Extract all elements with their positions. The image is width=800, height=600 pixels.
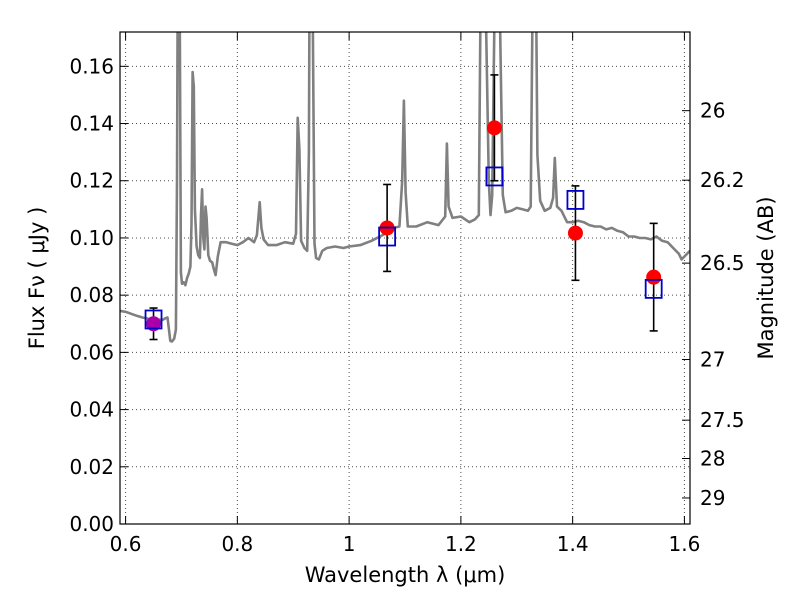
magnitude-tick-label: 27 <box>700 348 725 372</box>
y-tick-label: 0.16 <box>69 54 114 78</box>
x-tick-label: 1 <box>343 532 356 556</box>
x-tick-label: 1.4 <box>557 532 589 556</box>
magnitude-tick-label: 28 <box>700 446 725 470</box>
observed-flux-point <box>646 269 662 285</box>
y-tick-label: 0.10 <box>69 226 114 250</box>
x-axis-label: Wavelength λ (μm) <box>305 563 506 587</box>
y-tick-label: 0.12 <box>69 169 114 193</box>
model-flux-square <box>644 278 663 299</box>
y-tick-label: 0.02 <box>69 455 114 479</box>
observed-flux-point <box>146 316 162 332</box>
model-flux-square <box>485 166 504 187</box>
y-tick-label: 0.08 <box>69 283 114 307</box>
observed-flux-point <box>567 225 583 241</box>
x-tick-label: 0.6 <box>110 532 142 556</box>
model-flux-square <box>566 190 585 210</box>
model-flux-square <box>378 226 397 247</box>
y-tick-label: 0.00 <box>69 512 114 536</box>
observed-flux-point <box>486 120 502 136</box>
axis-ticks: 0.6 0.8 1 1.2 1.4 1.6 0.00 0.02 0.04 0.06 0.08 0.10… <box>69 32 745 556</box>
magnitude-tick-label: 29 <box>700 486 725 510</box>
spectrum-layer <box>120 32 690 343</box>
y-axis-label: Flux Fν ( μJy ) <box>25 207 49 350</box>
magnitude-tick-label: 27.5 <box>700 408 745 432</box>
y-tick-label: 0.04 <box>69 398 114 422</box>
plot-frame <box>119 31 691 525</box>
magnitude-tick-label: 26.2 <box>700 168 745 192</box>
x-tick-label: 0.8 <box>221 532 253 556</box>
x-tick-label: 1.2 <box>445 532 477 556</box>
y-tick-label: 0.14 <box>69 112 114 136</box>
magnitude-tick-label: 26 <box>700 99 725 123</box>
magnitude-tick-label: 26.5 <box>700 251 745 275</box>
model-spectrum-line <box>120 32 690 343</box>
model-flux-square <box>144 309 163 330</box>
right-axis-label: Magnitude (AB) <box>754 196 778 359</box>
x-tick-label: 1.6 <box>669 532 701 556</box>
data-marks <box>144 74 663 341</box>
y-tick-label: 0.06 <box>69 340 114 364</box>
